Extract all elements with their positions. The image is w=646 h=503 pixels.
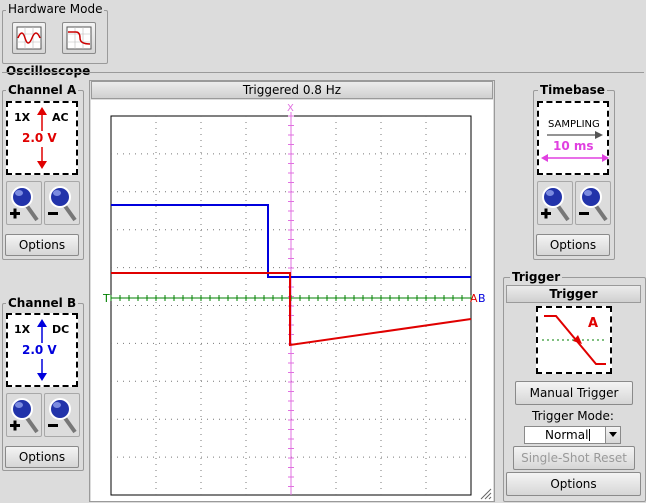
channel-a-title: Channel A (6, 83, 79, 97)
trigger-status: Triggered 0.8 Hz (242, 83, 342, 97)
trigger-panel-title: Trigger (549, 287, 598, 301)
magnifier-plus-icon (10, 398, 39, 434)
oscilloscope-divider (2, 72, 644, 73)
dropdown-caret (589, 429, 590, 441)
trigger-slope-icon (542, 315, 606, 365)
trigger-panel-header: Trigger (506, 285, 641, 303)
channel-a-trace (111, 272, 472, 347)
trigger-level-ticks (110, 295, 472, 301)
scope-status-bar: Triggered 0.8 Hz (91, 81, 493, 99)
channel-b-scale-arrow-icon (37, 319, 47, 381)
timebase-mode: SAMPLING (548, 119, 600, 130)
channel-b-volts: 2.0 V (22, 343, 57, 357)
single-shot-reset-button[interactable]: Single-Shot Reset (513, 446, 635, 470)
manual-trigger-button[interactable]: Manual Trigger (515, 381, 633, 405)
sine-wave-icon (16, 26, 42, 50)
timebase-settings-panel[interactable]: SAMPLING 10 ms (537, 101, 609, 175)
channel-a-options-button[interactable]: Options (5, 234, 79, 256)
timebase-title: Timebase (538, 83, 607, 97)
trigger-group-title: Trigger (510, 270, 563, 284)
trigger-mode-select[interactable]: Normal (524, 426, 621, 444)
channel-a-zoom-out-button[interactable] (44, 181, 80, 225)
channel-b-trace (111, 204, 471, 278)
magnifier-minus-icon (48, 186, 77, 222)
magnifier-minus-icon (579, 186, 608, 222)
channel-a-settings-panel[interactable]: 1X AC 2.0 V (6, 101, 78, 175)
timebase-zoom-in-button[interactable] (537, 181, 573, 225)
channel-b-probe: 1X (14, 323, 31, 336)
chevron-down-icon[interactable] (605, 427, 620, 443)
channel-a-coupling: AC (52, 111, 69, 124)
oscilloscope-title: Oscilloscope (6, 64, 91, 78)
sampling-arrow-icon (547, 131, 603, 139)
timebase-value: 10 ms (553, 139, 594, 153)
channel-a-marker: A (470, 292, 478, 305)
trigger-settings-panel[interactable]: A (536, 306, 612, 374)
timebase-span-arrow-icon (541, 154, 609, 162)
timebase-options-button[interactable]: Options (536, 234, 610, 256)
channel-b-zoom-in-button[interactable] (6, 393, 42, 437)
channel-b-marker: B (478, 292, 486, 305)
trigger-options-button[interactable]: Options (506, 472, 641, 496)
trigger-mode-label: Trigger Mode: (532, 409, 614, 423)
channel-a-scale-arrow-icon (37, 107, 47, 169)
time-marker-label: X (287, 103, 294, 114)
trigger-level-label: T (102, 292, 110, 305)
channel-b-title: Channel B (6, 296, 79, 310)
waveform-mode-button[interactable] (62, 22, 96, 54)
resize-grip-icon[interactable] (480, 488, 492, 500)
timebase-zoom-out-button[interactable] (575, 181, 611, 225)
channel-b-zoom-out-button[interactable] (44, 393, 80, 437)
channel-b-coupling: DC (52, 323, 70, 336)
magnifier-minus-icon (48, 398, 77, 434)
trigger-mode-value: Normal (545, 428, 589, 442)
scope-screen[interactable]: X T A B (91, 100, 493, 501)
hardware-mode-title: Hardware Mode (6, 2, 105, 16)
channel-b-settings-panel[interactable]: 1X DC 2.0 V (6, 313, 78, 387)
magnifier-plus-icon (10, 186, 39, 222)
trigger-channel: A (588, 316, 599, 331)
channel-a-zoom-in-button[interactable] (6, 181, 42, 225)
sine-wave-mode-button[interactable] (12, 22, 46, 54)
channel-b-options-button[interactable]: Options (5, 446, 79, 468)
waveform-icon (66, 26, 92, 50)
channel-a-volts: 2.0 V (22, 131, 57, 145)
magnifier-plus-icon (541, 186, 570, 222)
channel-a-probe: 1X (14, 111, 31, 124)
